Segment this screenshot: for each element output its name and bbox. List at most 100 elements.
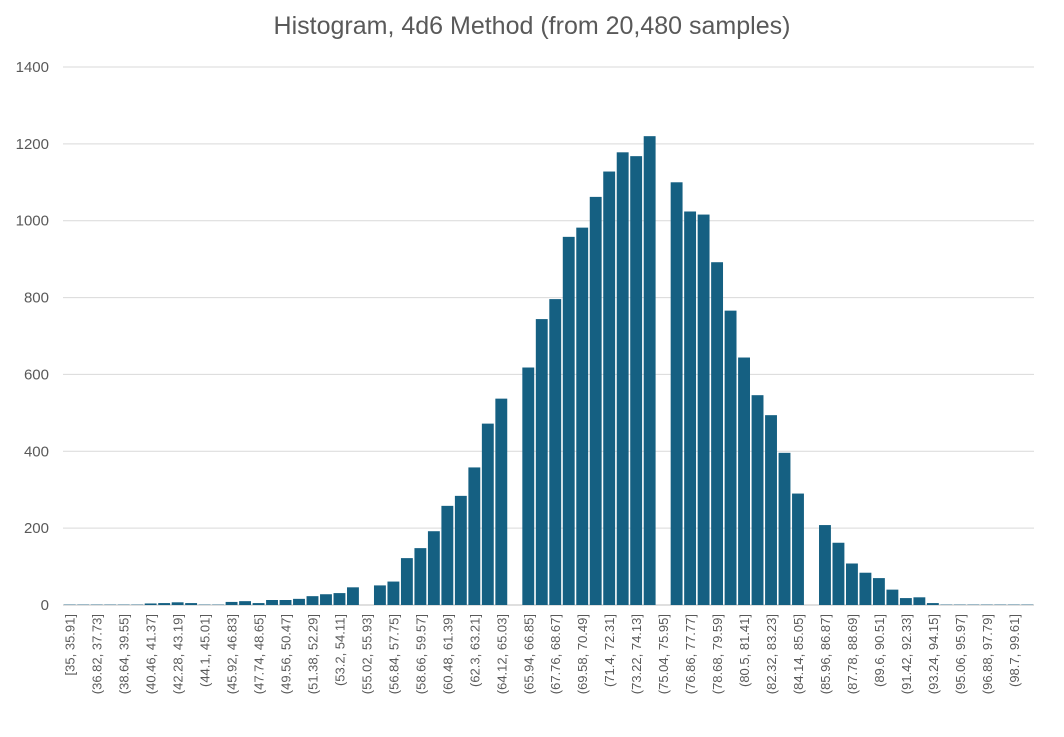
x-tick-label: (40.46, 41.37] — [144, 614, 159, 694]
histogram-bar — [468, 467, 481, 605]
y-tick-label: 1000 — [16, 213, 49, 230]
x-tick-label: (85.96, 86.87] — [818, 614, 833, 694]
x-tick-label: (36.82, 37.73] — [90, 614, 105, 694]
histogram-bar — [872, 578, 885, 605]
histogram-bar — [845, 563, 858, 605]
x-tick-label: (82.32, 83.23] — [764, 614, 779, 694]
histogram-bar — [832, 542, 845, 605]
histogram-bar — [589, 196, 602, 606]
histogram-bar — [266, 600, 278, 605]
histogram-bar — [279, 600, 292, 605]
histogram-bar — [185, 603, 198, 605]
histogram-bar — [886, 589, 899, 605]
histogram-bar — [792, 493, 804, 605]
y-tick-label: 200 — [24, 520, 49, 537]
chart-title: Histogram, 4d6 Method (from 20,480 sampl… — [273, 12, 791, 40]
y-tick-label: 1400 — [16, 59, 49, 76]
histogram-bar — [603, 171, 616, 606]
x-tick-label: (95.06, 95.97] — [953, 614, 968, 694]
histogram-bar — [225, 601, 238, 605]
histogram-bar — [387, 581, 400, 605]
histogram-bar — [684, 211, 697, 605]
x-tick-label: (80.5, 81.41] — [737, 614, 752, 687]
histogram-bar — [144, 603, 157, 605]
x-tick-label: (65.94, 66.85] — [521, 614, 536, 694]
histogram-bar — [495, 398, 508, 605]
histogram-bar — [738, 357, 750, 605]
x-tick-label: (75.04, 75.95] — [656, 614, 671, 694]
x-tick-label: (44.1, 45.01] — [198, 614, 213, 687]
histogram-bar — [427, 531, 440, 605]
histogram-bar — [926, 603, 939, 605]
y-tick-label: 400 — [24, 443, 49, 460]
histogram-bar — [522, 367, 535, 605]
histogram-bar — [441, 505, 454, 605]
x-tick-label: (62.3, 63.21] — [467, 614, 482, 687]
histogram-bar — [562, 236, 575, 605]
histogram-bar — [158, 603, 171, 605]
histogram-bar — [239, 601, 252, 605]
x-tick-label: (67.76, 68.67] — [548, 614, 563, 694]
histogram-bar — [414, 548, 427, 605]
histogram-bar — [724, 310, 737, 605]
x-tick-label: (53.2, 54.11] — [332, 614, 347, 686]
x-tick-label: (55.02, 55.93] — [359, 614, 374, 694]
x-tick-label: (78.68, 79.59] — [710, 614, 725, 694]
x-tick-label: (91.42, 92.33] — [899, 614, 914, 694]
histogram-bar — [333, 593, 346, 605]
x-tick-label: [35, 35.91] — [63, 614, 78, 675]
y-tick-label: 600 — [24, 366, 49, 383]
histogram-bar — [171, 602, 184, 605]
histogram-bar — [400, 558, 413, 605]
histogram-bar — [819, 525, 831, 605]
x-tick-label: (73.22, 74.13] — [629, 614, 644, 694]
x-tick-label: (87.78, 88.69] — [845, 614, 860, 694]
histogram-bar — [320, 594, 332, 605]
x-tick-label: (60.48, 61.39] — [440, 614, 455, 694]
histogram-bar — [899, 598, 912, 605]
x-tick-label: (98.7, 99.61] — [1007, 614, 1022, 687]
histogram-bar — [765, 415, 777, 605]
histogram-bar — [347, 587, 359, 605]
x-tick-label: (71.4, 72.31] — [602, 614, 617, 687]
x-tick-label: (69.58, 70.49] — [575, 614, 590, 694]
histogram-bar — [549, 299, 562, 605]
x-tick-label: (76.86, 77.77] — [683, 614, 698, 694]
histogram-bar — [252, 603, 265, 605]
x-tick-label: (49.56, 50.47] — [279, 614, 294, 694]
histogram-bar — [373, 585, 386, 605]
x-tick-label: (47.74, 48.65] — [252, 614, 267, 694]
histogram-bar — [697, 214, 710, 605]
x-tick-label: (93.24, 94.15] — [926, 614, 941, 694]
x-tick-label: (89.6, 90.51] — [872, 614, 887, 687]
x-tick-label: (58.66, 59.57] — [413, 614, 428, 694]
histogram-bar — [576, 227, 589, 606]
histogram-bar — [778, 452, 791, 605]
histogram-bar — [616, 152, 629, 605]
x-tick-label: (64.12, 65.03] — [494, 614, 509, 694]
x-tick-label: (38.64, 39.55] — [117, 614, 132, 694]
x-tick-label: (96.88, 97.79] — [980, 614, 995, 694]
histogram-bar — [913, 597, 926, 605]
histogram-bar — [859, 572, 872, 605]
x-tick-label: (51.38, 52.29] — [305, 614, 320, 694]
histogram-bar — [293, 598, 305, 605]
histogram-bar — [481, 423, 494, 605]
histogram-bar — [454, 495, 467, 605]
x-tick-label: (56.84, 57.75] — [386, 614, 401, 694]
x-tick-label: (45.92, 46.83] — [225, 614, 240, 694]
y-tick-label: 1200 — [16, 136, 49, 153]
histogram-bar — [711, 262, 724, 605]
histogram-bar — [751, 395, 764, 605]
histogram-bar — [643, 136, 656, 605]
y-tick-label: 0 — [41, 597, 49, 614]
y-tick-label: 800 — [24, 290, 49, 307]
x-tick-label: (42.28, 43.19] — [171, 614, 186, 694]
histogram-bar — [630, 156, 643, 605]
x-tick-label: (84.14, 85.05] — [791, 614, 806, 694]
histogram-bar — [670, 182, 683, 606]
histogram-bar — [535, 319, 548, 605]
histogram-bar — [306, 596, 319, 605]
